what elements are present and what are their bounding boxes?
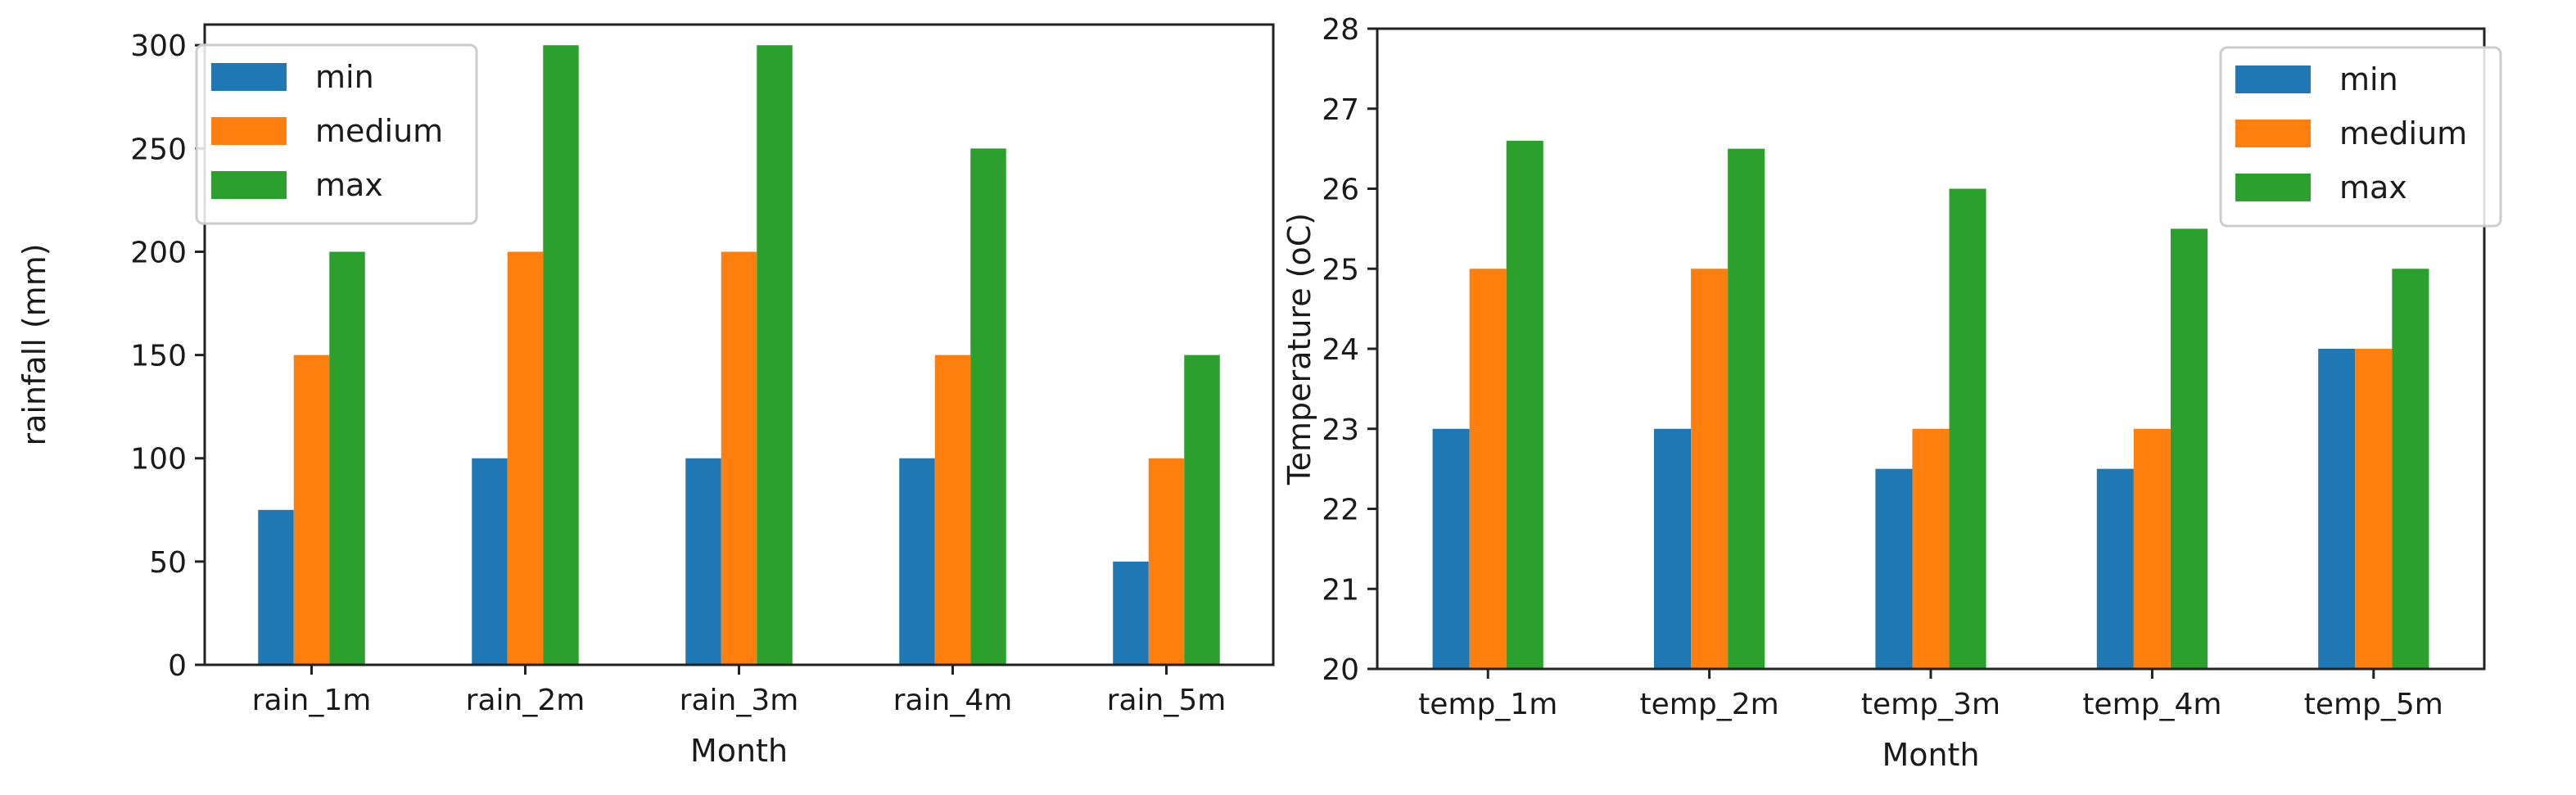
- bar-min-temp_3m: [1875, 468, 1913, 669]
- bar-max-temp_4m: [2170, 228, 2208, 669]
- legend-label-medium: medium: [315, 113, 443, 149]
- y-tick-label: 23: [1322, 413, 1359, 447]
- y-tick-label: 27: [1322, 93, 1359, 127]
- bar-medium-rain_4m: [934, 355, 971, 665]
- y-tick-label: 200: [130, 236, 187, 269]
- bar-min-rain_2m: [472, 458, 508, 665]
- bar-min-temp_4m: [2096, 468, 2134, 669]
- bar-max-rain_3m: [757, 45, 793, 665]
- x-tick-label: temp_3m: [1861, 688, 2000, 721]
- legend-swatch-max: [2235, 174, 2311, 201]
- bar-min-rain_4m: [899, 458, 935, 665]
- legend-swatch-medium: [211, 117, 287, 145]
- x-tick-label: rain_5m: [1107, 684, 1227, 717]
- bar-max-temp_2m: [1728, 148, 1765, 669]
- legend-label-max: max: [2339, 169, 2407, 206]
- bar-medium-temp_5m: [2355, 349, 2393, 669]
- bar-max-temp_5m: [2392, 269, 2429, 669]
- x-tick-label: temp_4m: [2082, 688, 2221, 721]
- bar-min-rain_3m: [685, 458, 721, 665]
- y-tick-label: 26: [1322, 174, 1359, 207]
- legend-label-max: max: [315, 167, 383, 203]
- bar-max-temp_3m: [1949, 188, 1986, 669]
- bar-medium-rain_2m: [507, 251, 544, 665]
- legend-swatch-min: [211, 63, 287, 91]
- y-tick-label: 24: [1322, 333, 1359, 367]
- bar-medium-temp_1m: [1469, 269, 1507, 669]
- bar-medium-rain_1m: [293, 355, 330, 665]
- y-tick-label: 300: [130, 29, 187, 63]
- rainfall-chart: 0 50 100 150 200 250 300 rain_1m rain_2m rain_3m r…: [16, 23, 1275, 769]
- bar-min-temp_1m: [1432, 428, 1470, 669]
- bar-medium-rain_3m: [721, 251, 757, 665]
- legend-label-medium: medium: [2339, 115, 2467, 151]
- bar-max-temp_1m: [1506, 140, 1543, 670]
- x-axis-label: Month: [1882, 737, 1979, 773]
- x-tick-label: rain_4m: [893, 684, 1013, 717]
- y-axis-label: Temperature (oC): [1281, 213, 1317, 486]
- bar-medium-temp_3m: [1912, 428, 1950, 669]
- x-tick-label: temp_5m: [2304, 688, 2443, 721]
- y-tick-label: 21: [1322, 573, 1359, 607]
- bar-min-temp_2m: [1654, 428, 1692, 669]
- bar-max-rain_2m: [543, 45, 579, 665]
- bar-min-rain_1m: [258, 509, 294, 665]
- y-tick-label: 22: [1322, 494, 1359, 527]
- bar-max-rain_4m: [970, 148, 1006, 665]
- bar-max-rain_5m: [1184, 355, 1220, 665]
- temperature-chart: 20 21 22 23 24 25 26 27 28 temp_1m temp_2m temp_3m t…: [1281, 13, 2502, 773]
- x-tick-label: rain_1m: [252, 684, 372, 717]
- y-tick-label: 150: [130, 340, 187, 373]
- bar-medium-rain_5m: [1148, 458, 1185, 665]
- x-tick-label: rain_2m: [466, 684, 585, 717]
- y-tick-label: 20: [1322, 653, 1359, 687]
- y-axis-label: rainfall (mm): [16, 243, 52, 445]
- y-tick-label: 100: [130, 443, 187, 477]
- y-tick-label: 50: [149, 546, 187, 580]
- y-tick-label: 0: [168, 649, 187, 683]
- x-axis-label: Month: [690, 733, 788, 769]
- legend-label-min: min: [315, 59, 374, 95]
- legend-label-min: min: [2339, 61, 2398, 97]
- bar-max-rain_1m: [329, 251, 365, 665]
- legend-swatch-medium: [2235, 120, 2311, 147]
- y-tick-label: 25: [1322, 253, 1359, 287]
- bar-medium-temp_2m: [1691, 269, 1729, 669]
- y-tick-label: 28: [1322, 13, 1359, 47]
- bar-min-temp_5m: [2318, 349, 2356, 669]
- y-tick-label: 250: [130, 133, 187, 166]
- legend-swatch-min: [2235, 65, 2311, 93]
- bar-medium-temp_4m: [2133, 428, 2171, 669]
- bar-min-rain_5m: [1113, 561, 1149, 665]
- x-tick-label: rain_3m: [680, 684, 799, 717]
- legend-swatch-max: [211, 171, 287, 199]
- x-tick-label: temp_2m: [1640, 688, 1779, 721]
- x-tick-label: temp_1m: [1418, 688, 1557, 721]
